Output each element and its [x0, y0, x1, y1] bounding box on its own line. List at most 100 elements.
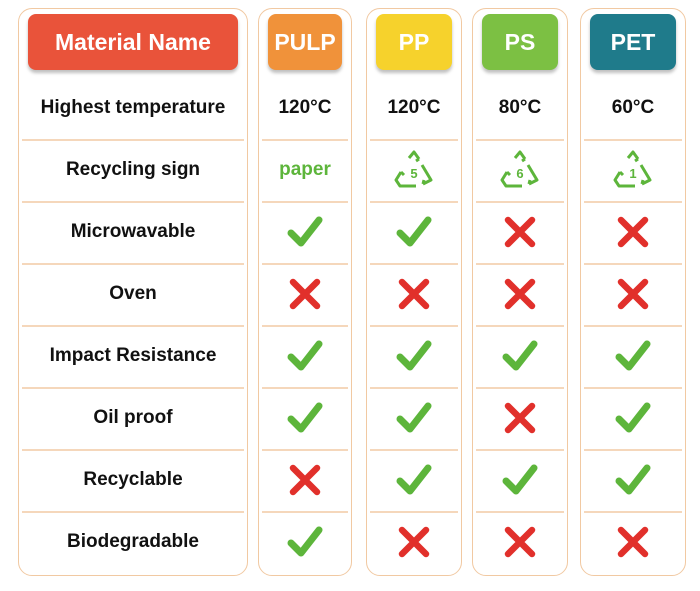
table-cell — [472, 325, 568, 387]
recycling-icon: 5 — [394, 150, 433, 188]
row-divider — [370, 139, 458, 141]
table-cell — [366, 325, 462, 387]
table-cell — [366, 263, 462, 325]
row-divider — [476, 201, 564, 203]
row-divider — [476, 387, 564, 389]
table-cell — [258, 511, 352, 573]
row-divider — [22, 139, 244, 141]
cell-text: 80°C — [498, 97, 542, 118]
table-cell — [366, 201, 462, 263]
cross-stroke — [504, 402, 536, 434]
column-header: PS — [482, 14, 558, 70]
row-label: Biodegradable — [67, 531, 199, 552]
row-divider — [22, 387, 244, 389]
cell-text: 60°C — [611, 97, 655, 118]
recycling-icon: 1 — [613, 150, 652, 188]
check-stroke — [396, 464, 432, 495]
cross-icon — [398, 526, 430, 558]
cross-icon — [398, 278, 430, 310]
row-divider — [262, 387, 348, 389]
row-divider — [262, 201, 348, 203]
row-divider — [584, 263, 682, 265]
cell-text: 120°C — [278, 97, 332, 118]
check-stroke — [287, 526, 323, 557]
table-cell — [472, 201, 568, 263]
cross-icon — [504, 526, 536, 558]
check-stroke — [615, 340, 651, 371]
row-label: Oil proof — [93, 407, 173, 428]
row-label: Highest temperature — [40, 97, 226, 118]
table-cell — [258, 387, 352, 449]
row-divider — [262, 263, 348, 265]
check-stroke — [287, 216, 323, 247]
cross-icon — [504, 402, 536, 434]
table-cell — [580, 387, 686, 449]
recycling-number: 5 — [410, 166, 417, 181]
check-icon — [287, 340, 323, 371]
check-stroke — [287, 402, 323, 433]
row-divider — [476, 325, 564, 327]
cross-icon — [289, 278, 321, 310]
row-divider — [370, 325, 458, 327]
row-divider — [476, 139, 564, 141]
row-divider — [584, 201, 682, 203]
cross-icon — [617, 278, 649, 310]
row-divider — [476, 449, 564, 451]
row-divider — [262, 449, 348, 451]
table-cell — [580, 325, 686, 387]
row-divider — [476, 511, 564, 513]
cross-stroke — [504, 526, 536, 558]
table-cell — [258, 325, 352, 387]
table-cell — [472, 387, 568, 449]
cross-stroke — [398, 278, 430, 310]
check-icon — [502, 464, 538, 495]
check-stroke — [615, 464, 651, 495]
row-divider — [370, 201, 458, 203]
column-header: PULP — [268, 14, 342, 70]
table-cell: 120°C — [366, 77, 462, 139]
table-cell — [472, 263, 568, 325]
table-cell — [472, 449, 568, 511]
recycling-arrows — [613, 150, 652, 188]
table-cell — [258, 449, 352, 511]
arrow-heads — [399, 157, 426, 185]
table-cell — [366, 449, 462, 511]
row-divider — [22, 263, 244, 265]
check-icon — [396, 216, 432, 247]
check-stroke — [396, 402, 432, 433]
cross-stroke — [504, 278, 536, 310]
cross-stroke — [289, 464, 321, 496]
row-divider — [370, 387, 458, 389]
check-stroke — [396, 216, 432, 247]
row-divider — [584, 139, 682, 141]
table-cell: 120°C — [258, 77, 352, 139]
cross-stroke — [617, 278, 649, 310]
table-cell — [258, 263, 352, 325]
row-divider — [262, 139, 348, 141]
recycling-number: 1 — [629, 166, 636, 181]
check-icon — [502, 340, 538, 371]
check-icon — [615, 340, 651, 371]
row-label: Impact Resistance — [49, 345, 217, 366]
check-icon — [396, 464, 432, 495]
table-cell: 5 — [366, 139, 462, 201]
column-frame — [18, 8, 248, 576]
row-divider — [584, 387, 682, 389]
row-divider — [22, 201, 244, 203]
check-icon — [287, 216, 323, 247]
row-divider — [22, 511, 244, 513]
check-stroke — [287, 340, 323, 371]
cell-text: 120°C — [387, 97, 441, 118]
check-icon — [287, 402, 323, 433]
cross-icon — [617, 526, 649, 558]
recycling-text: paper — [279, 159, 331, 180]
arrow-heads — [618, 157, 645, 185]
check-icon — [396, 402, 432, 433]
recycling-arrows — [394, 150, 433, 188]
check-icon — [396, 340, 432, 371]
table-cell — [580, 263, 686, 325]
row-label: Recycling sign — [65, 159, 201, 180]
column-header: PET — [590, 14, 676, 70]
table-cell — [580, 511, 686, 573]
